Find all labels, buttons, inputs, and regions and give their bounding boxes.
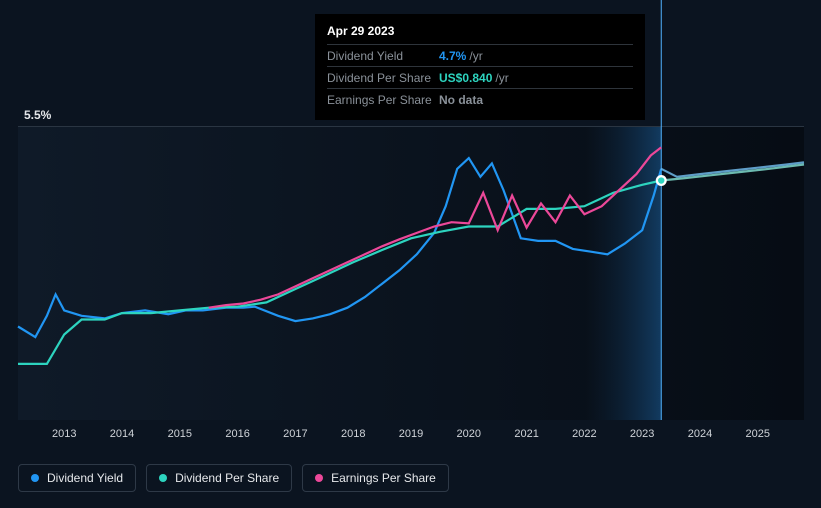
x-axis: 2013 2014 2015 2016 2017 2018 2019 2020 2021 2022… (18, 420, 804, 448)
legend-item[interactable]: Earnings Per Share (302, 464, 449, 492)
x-axis-tick: 2024 (688, 428, 712, 440)
tooltip-value: US$0.840 (439, 71, 492, 85)
legend-swatch (315, 474, 323, 482)
legend: Dividend Yield Dividend Per Share Earnings… (18, 464, 449, 492)
x-axis-tick: 2013 (52, 428, 76, 440)
legend-item[interactable]: Dividend Per Share (146, 464, 292, 492)
x-axis-tick: 2025 (746, 428, 770, 440)
tooltip-row: Earnings Per ShareNo data (327, 88, 633, 110)
y-axis-max-label: 5.5% (24, 108, 51, 122)
tooltip-value: No data (439, 93, 483, 107)
legend-label: Dividend Per Share (175, 471, 279, 485)
hover-tooltip: Apr 29 2023 Dividend Yield4.7%/yrDividen… (315, 14, 645, 120)
x-axis-tick: 2016 (225, 428, 249, 440)
tooltip-row: Dividend Per ShareUS$0.840/yr (327, 66, 633, 88)
tooltip-key: Dividend Yield (327, 49, 439, 63)
tooltip-key: Dividend Per Share (327, 71, 439, 85)
tooltip-value: 4.7% (439, 49, 466, 63)
legend-swatch (159, 474, 167, 482)
legend-label: Dividend Yield (47, 471, 123, 485)
tooltip-date: Apr 29 2023 (327, 24, 633, 44)
legend-item[interactable]: Dividend Yield (18, 464, 136, 492)
x-axis-tick: 2017 (283, 428, 307, 440)
tooltip-row: Dividend Yield4.7%/yr (327, 44, 633, 66)
plot-area[interactable] (18, 126, 804, 420)
x-axis-tick: 2021 (514, 428, 538, 440)
x-axis-tick: 2015 (168, 428, 192, 440)
x-axis-tick: 2023 (630, 428, 654, 440)
tooltip-unit: /yr (469, 49, 482, 63)
legend-label: Earnings Per Share (331, 471, 436, 485)
tooltip-unit: /yr (495, 71, 508, 85)
tooltip-key: Earnings Per Share (327, 93, 439, 107)
x-axis-tick: 2022 (572, 428, 596, 440)
x-axis-tick: 2018 (341, 428, 365, 440)
x-axis-tick: 2014 (110, 428, 134, 440)
x-axis-tick: 2019 (399, 428, 423, 440)
legend-swatch (31, 474, 39, 482)
x-axis-tick: 2020 (457, 428, 481, 440)
